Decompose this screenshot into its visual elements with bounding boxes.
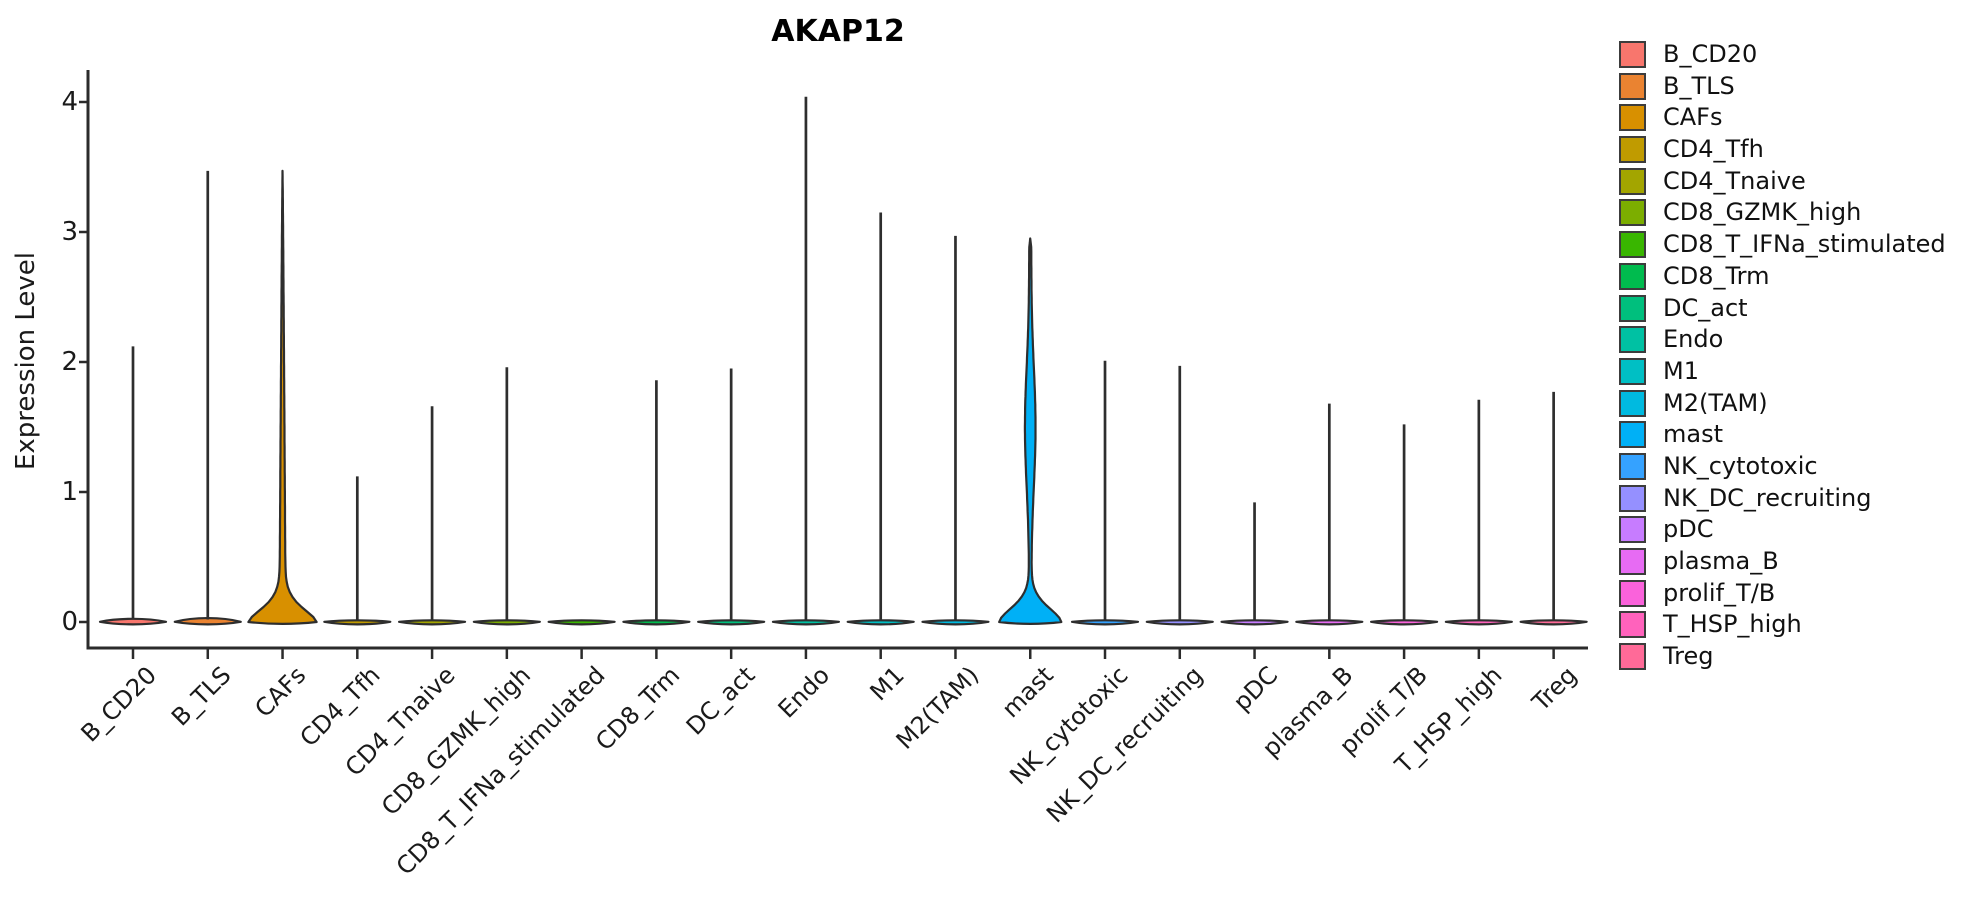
- legend-swatch: [1619, 72, 1646, 100]
- legend-swatch: [1619, 41, 1646, 68]
- legend-item: NK_cytotoxic: [1619, 451, 1946, 480]
- legend-item: M2(TAM): [1619, 388, 1946, 417]
- legend-swatch: [1619, 357, 1646, 385]
- violin-NK_cytotoxic: [1070, 619, 1140, 626]
- legend-item: CAFs: [1619, 103, 1946, 132]
- violin-CD4_Tnaive: [397, 619, 467, 626]
- legend-item: CD4_Tfh: [1619, 135, 1946, 164]
- legend-label: Endo: [1663, 325, 1724, 354]
- legend-item: mast: [1619, 420, 1946, 449]
- violin-CD4_Tfh: [323, 619, 392, 626]
- legend-item: pDC: [1619, 515, 1946, 544]
- violin-pDC: [1220, 619, 1289, 626]
- y-tick-label: 2: [61, 347, 78, 377]
- legend-swatch: [1619, 167, 1646, 195]
- violin-DC_act: [697, 619, 766, 626]
- violin-plasma_B: [1295, 619, 1364, 626]
- legend-item: CD8_T_IFNa_stimulated: [1619, 230, 1946, 259]
- legend-item: CD8_Trm: [1619, 261, 1946, 290]
- legend-item: CD8_GZMK_high: [1619, 198, 1946, 227]
- legend-label: NK_DC_recruiting: [1663, 483, 1872, 512]
- legend-swatch: [1619, 452, 1646, 480]
- violin-Treg: [1519, 619, 1588, 626]
- legend-swatch: [1619, 389, 1646, 417]
- violin-prolif_T/B: [1369, 619, 1439, 626]
- violin-B_TLS: [173, 616, 242, 626]
- legend-item: Endo: [1619, 325, 1946, 354]
- legend-item: T_HSP_high: [1619, 610, 1946, 639]
- legend-label: CD8_Trm: [1663, 261, 1770, 290]
- legend-item: DC_act: [1619, 293, 1946, 322]
- legend-swatch: [1619, 579, 1646, 607]
- violin-CD8_T_IFNa_stimulated: [547, 619, 616, 626]
- legend-label: prolif_T/B: [1663, 578, 1776, 607]
- legend-swatch: [1619, 231, 1646, 259]
- violin-NK_DC_recruiting: [1145, 619, 1214, 626]
- legend-item: M1: [1619, 356, 1946, 385]
- violin-mast: [998, 237, 1063, 625]
- legend-label: M2(TAM): [1663, 388, 1768, 417]
- legend-item: B_TLS: [1619, 71, 1946, 100]
- legend-swatch: [1619, 326, 1646, 354]
- legend-item: B_CD20: [1619, 41, 1946, 68]
- plot-title: AKAP12: [771, 14, 905, 49]
- legend-label: Treg: [1663, 642, 1714, 671]
- legend-swatch: [1619, 421, 1646, 449]
- legend-swatch: [1619, 294, 1646, 322]
- legend-swatch: [1619, 104, 1646, 132]
- legend-label: DC_act: [1663, 293, 1748, 322]
- legend-label: CAFs: [1663, 103, 1723, 132]
- legend-swatch: [1619, 611, 1646, 639]
- legend-swatch: [1619, 262, 1646, 290]
- violin-Endo: [771, 619, 841, 626]
- legend-swatch: [1619, 199, 1646, 227]
- y-tick-label: 1: [61, 477, 78, 507]
- legend-swatch: [1619, 484, 1646, 512]
- legend-item: prolif_T/B: [1619, 578, 1946, 607]
- y-tick-label: 0: [61, 607, 78, 637]
- legend-item: CD4_Tnaive: [1619, 166, 1946, 195]
- legend-label: CD8_GZMK_high: [1663, 198, 1862, 227]
- legend: B_CD20 B_TLS CAFs CD4_Tfh CD4_Tnaive CD8_GZMK…: [1619, 41, 1946, 671]
- legend-label: T_HSP_high: [1663, 610, 1802, 639]
- legend-swatch: [1619, 548, 1646, 575]
- violin-CAFs: [247, 169, 318, 625]
- violin-CD8_GZMK_high: [472, 619, 541, 626]
- legend-swatch: [1619, 136, 1646, 164]
- violin-M2(TAM): [921, 619, 990, 626]
- legend-item: plasma_B: [1619, 548, 1946, 575]
- y-tick-label: 4: [61, 87, 78, 117]
- violin-CD8_Trm: [622, 619, 691, 626]
- violin-B_CD20: [98, 617, 168, 626]
- y-tick-label: 3: [61, 217, 78, 247]
- legend-label: plasma_B: [1663, 547, 1779, 575]
- legend-swatch: [1619, 516, 1646, 544]
- legend-label: B_TLS: [1663, 71, 1735, 100]
- legend-label: M1: [1663, 356, 1699, 385]
- legend-label: B_CD20: [1663, 40, 1758, 68]
- legend-label: CD4_Tfh: [1663, 135, 1764, 164]
- violin-T_HSP_high: [1444, 619, 1513, 626]
- violin-M1: [846, 619, 915, 626]
- legend-item: Treg: [1619, 642, 1946, 671]
- legend-label: mast: [1663, 420, 1723, 449]
- legend-item: NK_DC_recruiting: [1619, 483, 1946, 512]
- legend-label: CD4_Tnaive: [1663, 166, 1806, 195]
- legend-label: NK_cytotoxic: [1663, 451, 1818, 480]
- legend-label: pDC: [1663, 515, 1714, 544]
- legend-label: CD8_T_IFNa_stimulated: [1663, 230, 1946, 259]
- legend-swatch: [1619, 643, 1646, 671]
